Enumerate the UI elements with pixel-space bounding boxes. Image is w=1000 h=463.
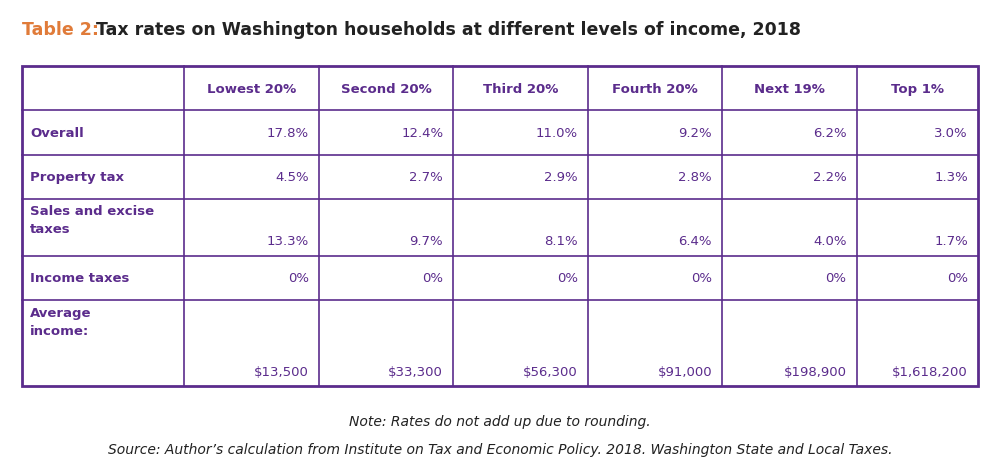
Text: Tax rates on Washington households at different levels of income, 2018: Tax rates on Washington households at di…: [90, 21, 801, 39]
Text: 9.2%: 9.2%: [678, 127, 712, 140]
Text: Lowest 20%: Lowest 20%: [207, 83, 296, 96]
Text: Fourth 20%: Fourth 20%: [612, 83, 698, 96]
Text: 0%: 0%: [557, 272, 578, 285]
Text: $1,618,200: $1,618,200: [892, 365, 968, 378]
Text: 1.7%: 1.7%: [934, 235, 968, 248]
Text: $91,000: $91,000: [657, 365, 712, 378]
Text: 0%: 0%: [826, 272, 847, 285]
Text: 6.4%: 6.4%: [679, 235, 712, 248]
Bar: [22, 67, 978, 387]
Text: Next 19%: Next 19%: [754, 83, 825, 96]
Text: 13.3%: 13.3%: [267, 235, 309, 248]
Text: 0%: 0%: [288, 272, 309, 285]
Text: $13,500: $13,500: [254, 365, 309, 378]
Text: Table 2:: Table 2:: [22, 21, 99, 39]
Text: 2.7%: 2.7%: [409, 171, 443, 184]
Text: Source: Author’s calculation from Institute on Tax and Economic Policy. 2018. Wa: Source: Author’s calculation from Instit…: [108, 442, 892, 456]
Text: 2.9%: 2.9%: [544, 171, 578, 184]
Text: Third 20%: Third 20%: [483, 83, 558, 96]
Text: 4.0%: 4.0%: [813, 235, 847, 248]
Text: Sales and excise
taxes: Sales and excise taxes: [30, 205, 154, 236]
Text: 2.2%: 2.2%: [813, 171, 847, 184]
Text: Top 1%: Top 1%: [891, 83, 944, 96]
Text: 2.8%: 2.8%: [678, 171, 712, 184]
Text: $198,900: $198,900: [784, 365, 847, 378]
Text: Property tax: Property tax: [30, 171, 124, 184]
Text: 17.8%: 17.8%: [267, 127, 309, 140]
Text: 0%: 0%: [422, 272, 443, 285]
Text: 11.0%: 11.0%: [536, 127, 578, 140]
Text: 1.3%: 1.3%: [934, 171, 968, 184]
Text: 8.1%: 8.1%: [544, 235, 578, 248]
Text: Second 20%: Second 20%: [341, 83, 431, 96]
Text: Overall: Overall: [30, 127, 84, 140]
Text: 0%: 0%: [947, 272, 968, 285]
Text: Income taxes: Income taxes: [30, 272, 129, 285]
Text: 0%: 0%: [691, 272, 712, 285]
Text: 6.2%: 6.2%: [813, 127, 847, 140]
Text: Average
income:: Average income:: [30, 306, 91, 337]
Text: 3.0%: 3.0%: [934, 127, 968, 140]
Text: 12.4%: 12.4%: [401, 127, 443, 140]
Text: $33,300: $33,300: [388, 365, 443, 378]
Text: $56,300: $56,300: [523, 365, 578, 378]
Text: 9.7%: 9.7%: [410, 235, 443, 248]
Text: Note: Rates do not add up due to rounding.: Note: Rates do not add up due to roundin…: [349, 414, 651, 428]
Text: 4.5%: 4.5%: [275, 171, 309, 184]
